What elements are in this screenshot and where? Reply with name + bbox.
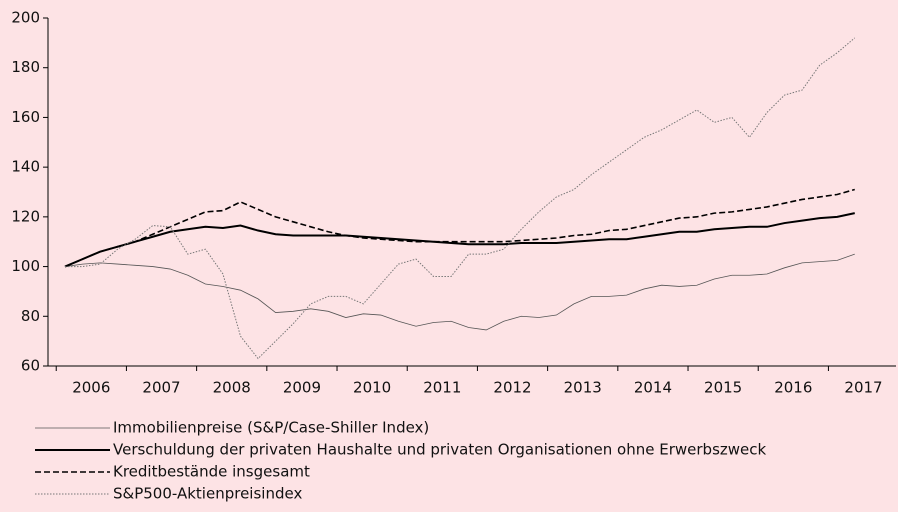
x-tick-label: 2009 (283, 379, 321, 397)
y-tick-label: 80 (21, 307, 40, 325)
x-tick-label: 2007 (142, 379, 180, 397)
x-tick-label: 2012 (493, 379, 531, 397)
series-line (64, 253, 855, 331)
y-tick-label: 120 (11, 207, 40, 225)
x-tick-label: 2015 (704, 379, 742, 397)
x-tick-label: 2006 (72, 379, 110, 397)
y-tick-label: 60 (21, 357, 40, 375)
y-tick-label: 140 (11, 158, 40, 176)
x-tick-label: 2017 (844, 379, 882, 397)
legend-label: Kreditbestände insgesamt (113, 463, 310, 481)
x-tick-label: 2016 (774, 379, 812, 397)
x-tick-label: 2008 (213, 379, 251, 397)
y-tick-label: 200 (11, 9, 40, 27)
legend-label: Verschuldung der privaten Haushalte und … (113, 441, 766, 459)
x-tick-label: 2010 (353, 379, 391, 397)
x-tick-label: 2014 (634, 379, 672, 397)
y-tick-label: 100 (11, 257, 40, 275)
x-tick-label: 2013 (564, 379, 602, 397)
legend-label: Immobilienpreise (S&P/Case-Shiller Index… (113, 419, 429, 437)
series-line (65, 37, 856, 360)
y-tick-label: 180 (11, 58, 40, 76)
series-line (64, 188, 855, 268)
legend-label: S&P500-Aktienpreisindex (113, 485, 302, 503)
x-tick-label: 2011 (423, 379, 461, 397)
series-line (64, 212, 855, 268)
y-tick-label: 160 (11, 108, 40, 126)
